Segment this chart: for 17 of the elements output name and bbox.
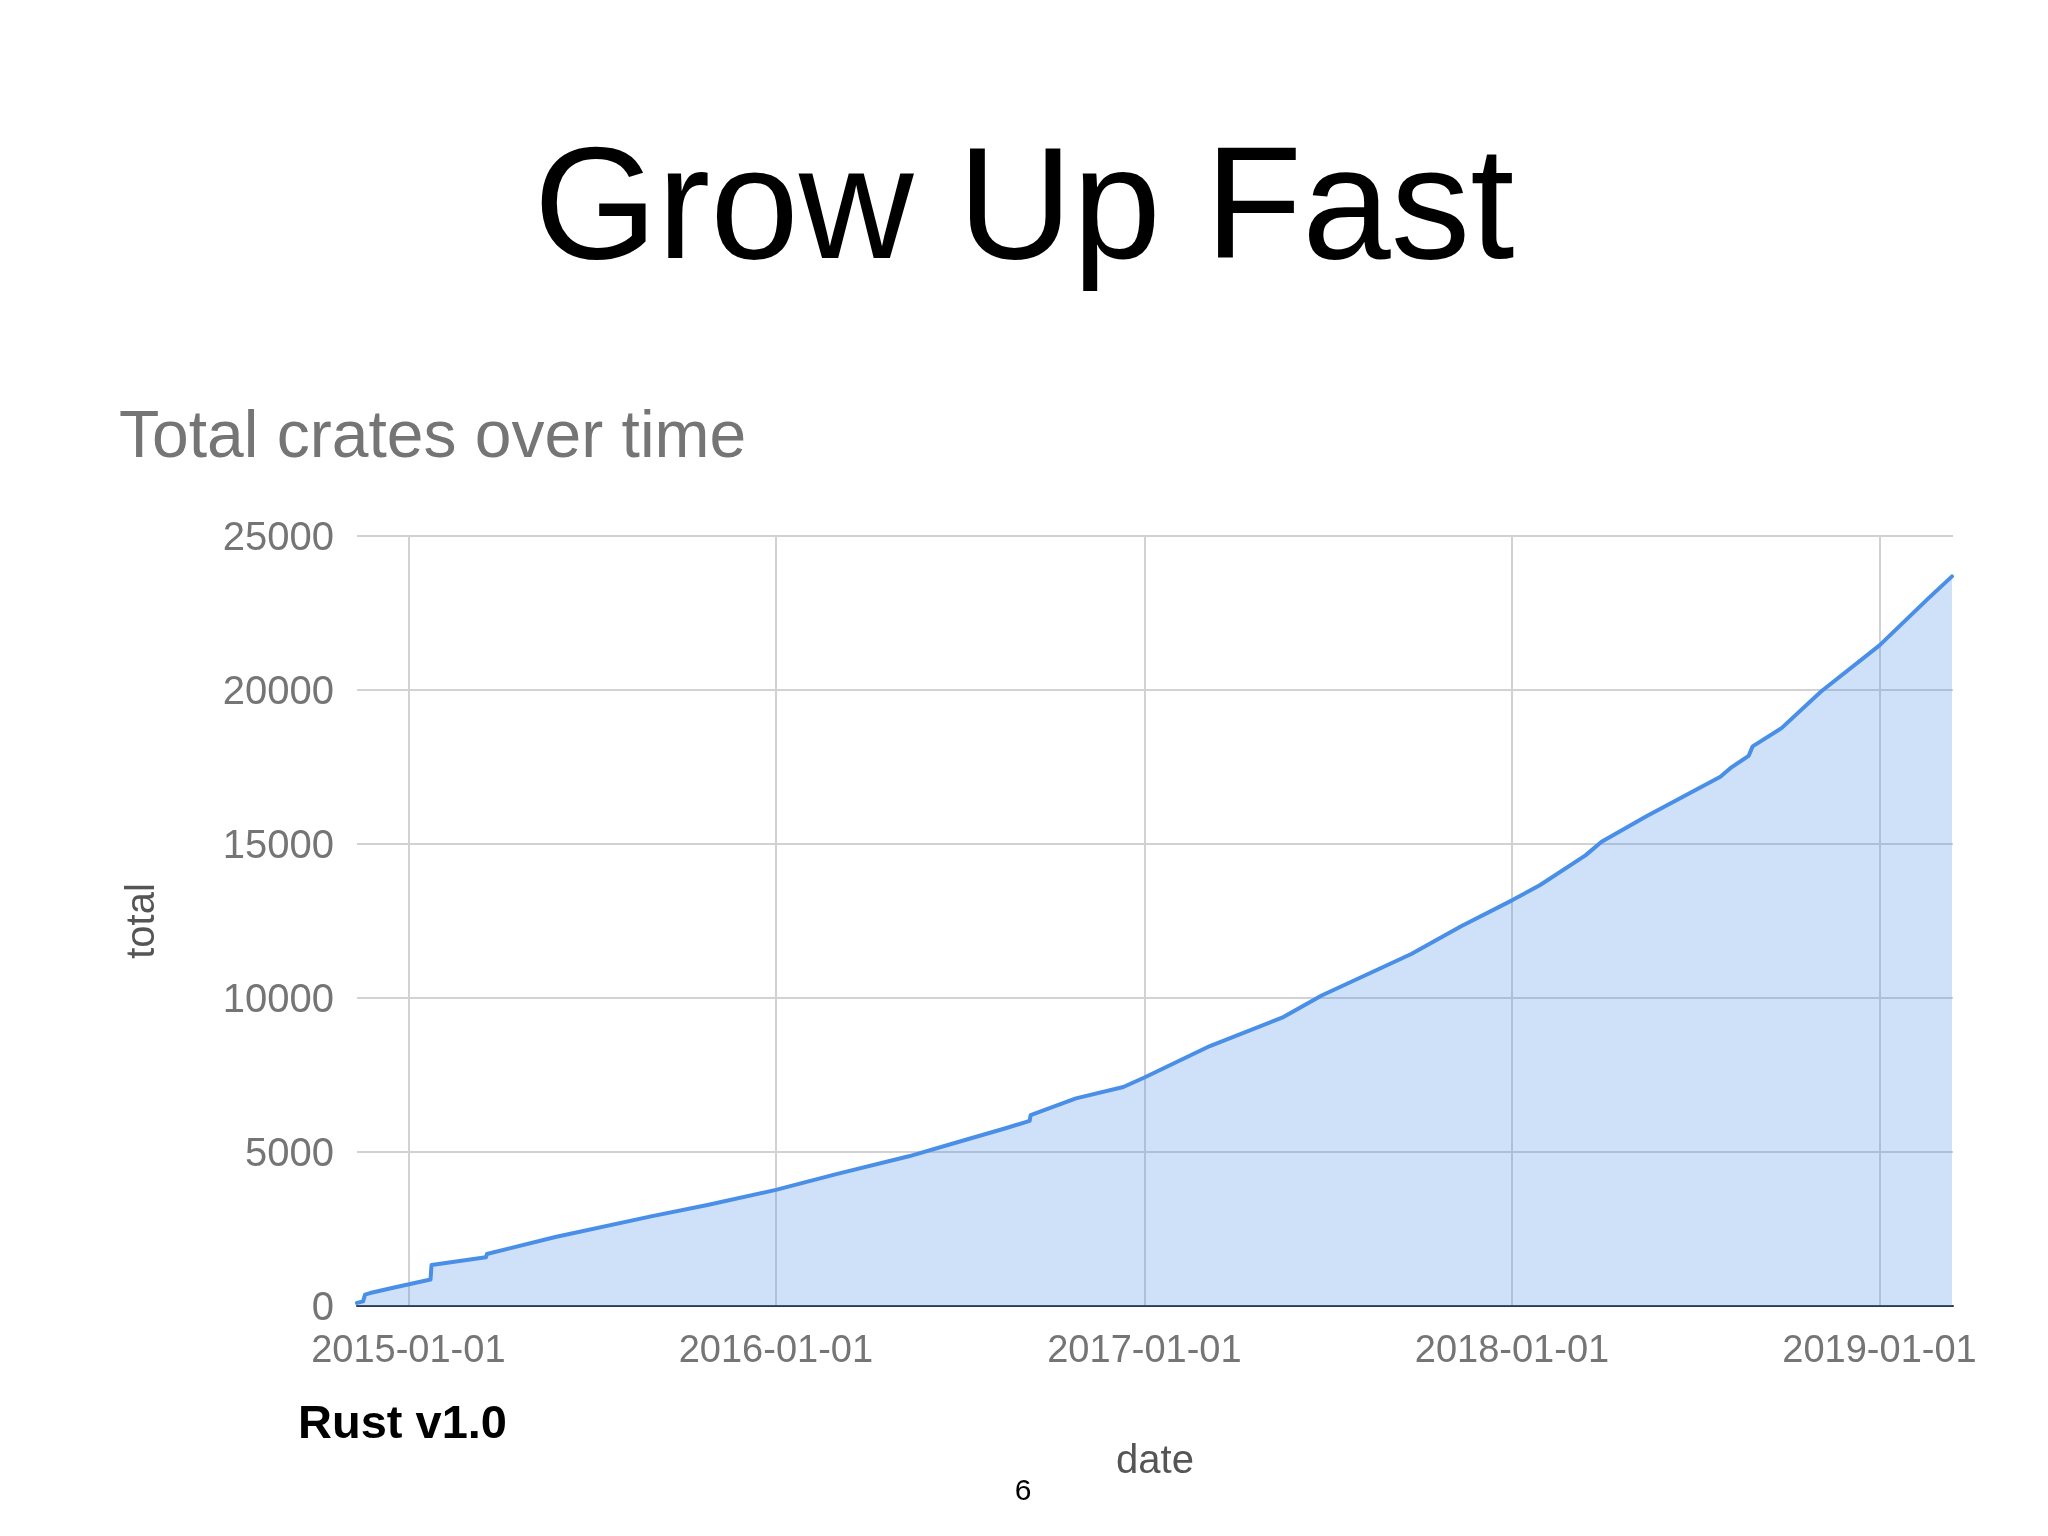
y-tick-label: 15000 [222, 822, 334, 866]
x-tick-label: 2016-01-01 [678, 1328, 874, 1370]
x-tick-label: 2018-01-01 [1414, 1328, 1610, 1370]
x-tick-label: 2017-01-01 [1047, 1328, 1242, 1370]
y-tick-label: 0 [311, 1284, 334, 1328]
x-axis-title: date [1116, 1437, 1194, 1481]
y-tick-label: 25000 [222, 514, 334, 558]
y-tick-label: 10000 [222, 976, 334, 1020]
y-tick-label: 20000 [222, 668, 334, 712]
x-tick-label: 2015-01-01 [311, 1328, 506, 1370]
chart-subtitle: Total crates over time [119, 397, 747, 471]
text: Rust v1.0 [298, 1394, 507, 1448]
text: 6 [1014, 1472, 1032, 1506]
x-tick-label: 2019-01-01 [1782, 1328, 1977, 1370]
y-tick-label: 5000 [245, 1130, 334, 1174]
chart-title: Grow Up Fast [533, 113, 1515, 292]
y-axis-title: total [118, 883, 162, 959]
